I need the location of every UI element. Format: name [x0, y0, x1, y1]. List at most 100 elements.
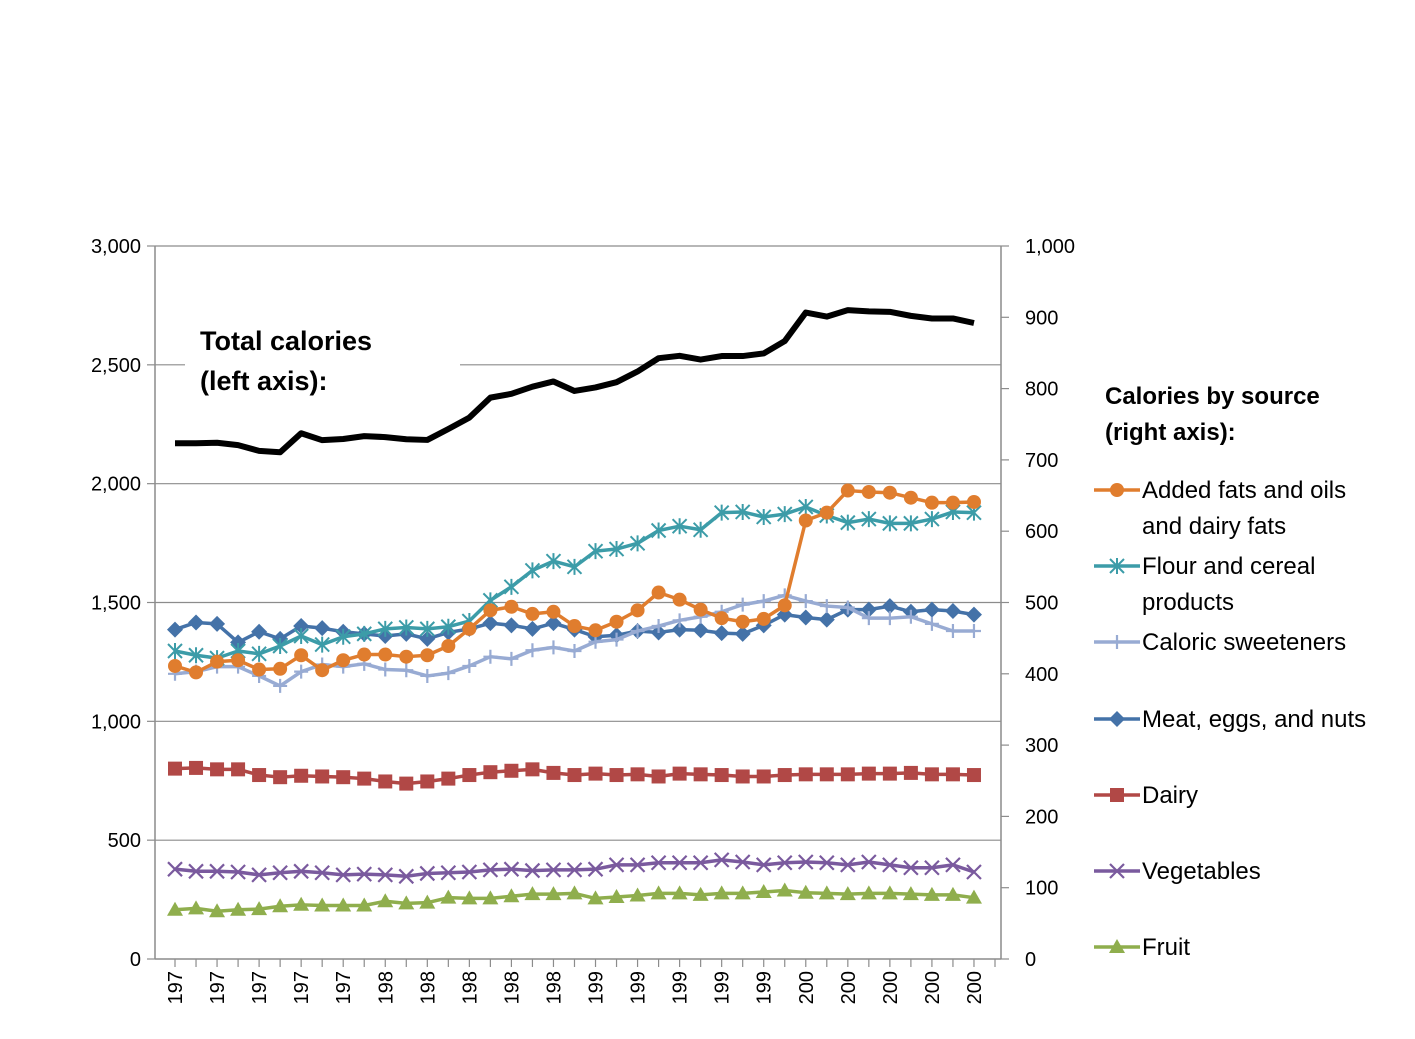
data-point: [420, 774, 435, 789]
data-point: [419, 894, 436, 909]
data-point: [483, 603, 498, 618]
data-point: [798, 594, 813, 609]
x-tick-label: 199: [754, 971, 776, 1004]
series-flour-and-cereal-products: [167, 498, 982, 667]
data-point: [293, 628, 309, 645]
data-point: [609, 632, 624, 647]
data-point: [378, 647, 393, 662]
right-tick-label: 1,000: [1025, 236, 1075, 258]
data-point: [231, 762, 246, 777]
data-point: [777, 598, 792, 613]
right-tick-label: 600: [1025, 521, 1058, 543]
data-point: [230, 864, 246, 880]
data-point: [251, 901, 268, 916]
data-point: [651, 619, 666, 634]
x-tick-label: 199: [628, 971, 650, 1004]
right-axis-ticks: 0 100 200 300 400 500 600 700 800 900 1,000: [1001, 236, 1075, 971]
data-point: [167, 621, 183, 638]
data-point: [756, 594, 771, 609]
data-point: [903, 515, 919, 532]
x-tick-label: 200: [922, 971, 944, 1004]
data-point: [294, 664, 309, 679]
data-point: [714, 611, 729, 626]
x-tick-label: 197: [207, 971, 229, 1004]
legend-key-marker: [1109, 711, 1125, 727]
data-point: [672, 613, 687, 628]
legend-key-marker: [1110, 635, 1124, 649]
data-point: [966, 864, 982, 880]
data-point: [483, 649, 498, 664]
data-point: [861, 611, 876, 626]
data-point: [965, 606, 982, 623]
data-point: [546, 765, 561, 780]
data-point: [777, 506, 793, 523]
data-point: [545, 862, 562, 878]
data-point: [735, 597, 750, 612]
data-point: [714, 768, 729, 783]
data-point: [861, 766, 876, 781]
data-point: [588, 766, 603, 781]
data-point: [482, 890, 499, 905]
data-point: [356, 625, 372, 642]
data-point: [966, 768, 981, 783]
data-point: [314, 636, 330, 653]
data-point: [882, 515, 898, 532]
data-point: [756, 508, 772, 525]
data-point: [609, 768, 624, 783]
data-point: [924, 511, 940, 528]
legend-key-vegetables: [1094, 863, 1140, 879]
legend-key-marker: [1109, 939, 1125, 953]
data-point: [503, 578, 520, 595]
data-point: [251, 645, 267, 662]
data-point: [566, 558, 583, 575]
x-tick-label: 198: [543, 971, 565, 1004]
series-caloric-sweeteners: [168, 588, 981, 693]
data-point: [819, 767, 834, 782]
right-tick-label: 900: [1025, 307, 1058, 329]
data-point: [356, 866, 373, 882]
data-point: [335, 867, 351, 883]
data-point: [230, 901, 247, 916]
x-tick-label: 197: [165, 971, 187, 1004]
data-point: [357, 647, 372, 662]
data-point: [608, 888, 625, 903]
data-point: [336, 653, 351, 668]
legend-key-marker: [1109, 863, 1125, 879]
annotation-line-1: Total calories: [200, 326, 372, 356]
data-point: [840, 514, 856, 531]
data-point: [966, 494, 981, 509]
series-line: [174, 858, 975, 879]
left-tick-label: 0: [130, 949, 141, 971]
data-point: [315, 769, 330, 784]
data-point: [419, 630, 436, 647]
data-point: [965, 889, 982, 904]
legend-title-line-1: Calories by source: [1105, 383, 1320, 410]
data-point: [357, 771, 372, 786]
data-point: [252, 768, 267, 783]
x-tick-label: 198: [417, 971, 439, 1004]
data-point: [797, 609, 814, 626]
data-point: [378, 662, 393, 677]
legend-label-sweeteners: Caloric sweeteners: [1142, 629, 1346, 656]
data-point: [713, 852, 730, 868]
data-point: [692, 854, 709, 871]
data-point: [524, 620, 541, 637]
data-point: [440, 618, 457, 635]
data-point: [588, 623, 603, 638]
data-point: [692, 622, 709, 639]
data-point: [818, 885, 835, 900]
data-point: [441, 666, 456, 681]
data-point: [462, 768, 477, 783]
data-point: [755, 857, 772, 873]
x-tick-label: 198: [459, 971, 481, 1004]
data-point: [944, 603, 961, 620]
data-point: [587, 890, 604, 905]
data-point: [188, 863, 204, 880]
legend-key-dairy: [1094, 788, 1140, 802]
series-fruit: [167, 882, 982, 918]
data-point: [692, 521, 709, 538]
data-point: [671, 518, 688, 535]
data-point: [189, 665, 204, 680]
data-point: [734, 885, 751, 900]
